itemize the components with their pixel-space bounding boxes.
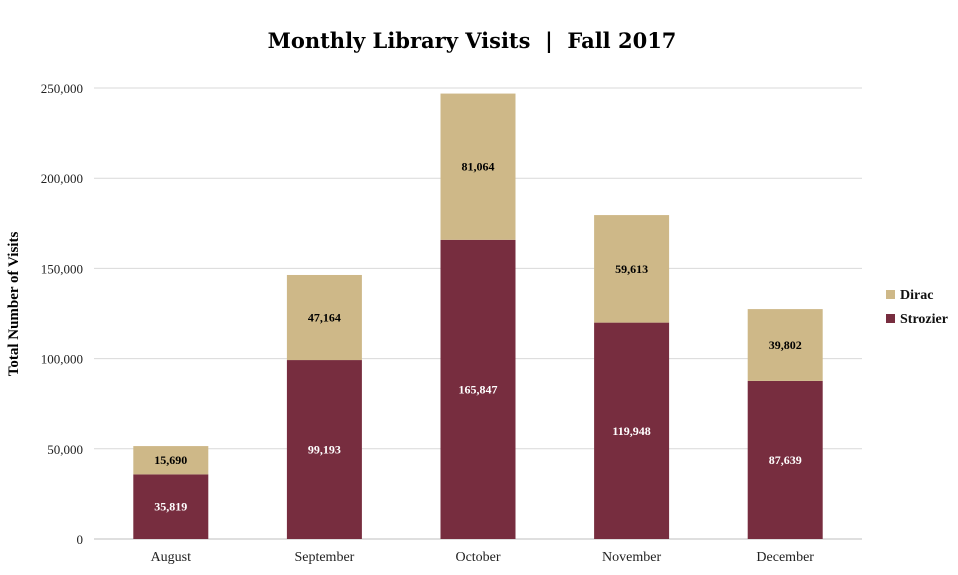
data-label: 87,639: [769, 453, 802, 467]
data-label: 99,193: [308, 443, 341, 457]
bars: [133, 93, 823, 539]
bar-strozier-september: [286, 360, 362, 539]
legend-swatch-strozier: [886, 314, 895, 323]
x-tick-label: August: [151, 550, 192, 565]
data-label: 15,690: [154, 453, 187, 467]
y-tick-label: 250,000: [41, 81, 83, 96]
bar-strozier-october: [440, 239, 516, 539]
data-label: 39,802: [769, 338, 802, 352]
data-labels: 35,819 15,690 99,193 47,164 165,847 81,064 119…: [154, 160, 801, 514]
chart-title: Monthly Library Visits | Fall 2017: [268, 28, 677, 53]
x-tick-label: November: [602, 550, 661, 565]
data-label: 47,164: [308, 311, 341, 325]
legend: Dirac Strozier: [886, 288, 948, 327]
data-label: 35,819: [154, 500, 187, 514]
bar-strozier-december: [747, 380, 823, 539]
x-axis-ticks: August September October November December: [151, 550, 815, 565]
data-label: 59,613: [615, 262, 648, 276]
x-tick-label: December: [756, 550, 814, 565]
bar-strozier-november: [594, 322, 670, 539]
bar-dirac-november: [594, 215, 670, 323]
y-tick-label: 0: [77, 532, 84, 547]
y-axis-ticks: 0 50,000 100,000 150,000 200,000 250,000: [41, 81, 83, 547]
y-tick-label: 100,000: [41, 352, 83, 367]
y-tick-label: 200,000: [41, 171, 83, 186]
data-label: 81,064: [462, 160, 495, 174]
y-tick-label: 50,000: [47, 442, 83, 457]
bar-dirac-december: [747, 309, 823, 381]
y-tick-label: 150,000: [41, 261, 83, 276]
x-tick-label: September: [294, 550, 354, 565]
data-label: 165,847: [459, 382, 498, 396]
bar-dirac-september: [286, 274, 362, 361]
legend-swatch-dirac: [886, 290, 895, 299]
y-axis-title: Total Number of Visits: [6, 232, 22, 377]
bar-dirac-august: [133, 446, 209, 475]
data-label: 119,948: [612, 424, 650, 438]
bar-strozier-august: [133, 474, 209, 539]
x-tick-label: October: [455, 550, 500, 565]
bar-dirac-october: [440, 93, 516, 240]
legend-label-dirac: Dirac: [900, 288, 933, 303]
legend-label-strozier: Strozier: [900, 312, 948, 327]
